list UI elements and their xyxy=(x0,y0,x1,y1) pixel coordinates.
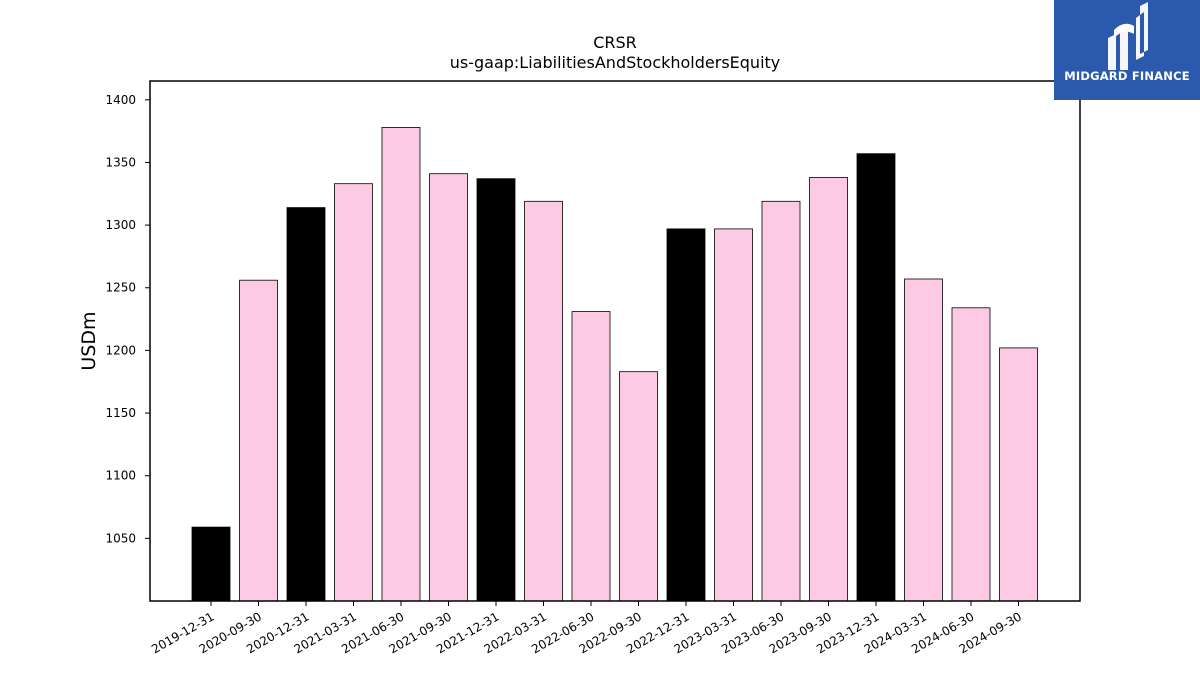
y-axis: 1050 1100 1150 1200 1250 1300 1350 1400 xyxy=(105,93,150,545)
bar xyxy=(239,279,278,602)
y-axis-label: USDm xyxy=(78,311,100,370)
bar xyxy=(856,153,896,602)
bar xyxy=(524,200,563,602)
bar xyxy=(334,183,373,602)
y-tick-label: 1350 xyxy=(105,155,136,169)
bar xyxy=(666,228,706,602)
bar xyxy=(619,371,658,602)
bar xyxy=(381,127,421,602)
bar xyxy=(809,177,848,602)
bars-group xyxy=(191,127,1038,602)
y-tick-label: 1200 xyxy=(105,343,136,357)
y-tick-label: 1250 xyxy=(105,281,136,295)
y-tick-label: 1300 xyxy=(105,218,136,232)
x-axis: 2019-12-312020-09-302020-12-312021-03-31… xyxy=(149,601,1024,656)
bar xyxy=(761,200,801,602)
bar xyxy=(286,207,326,602)
y-tick-label: 1400 xyxy=(105,93,136,107)
chart-subtitle: us-gaap:LiabilitiesAndStockholdersEquity xyxy=(450,53,781,72)
logo-text: MIDGARD FINANCE xyxy=(1064,69,1190,83)
bar xyxy=(904,278,943,602)
bar xyxy=(476,178,516,602)
y-tick-label: 1150 xyxy=(105,406,136,420)
bar xyxy=(571,311,611,602)
bar xyxy=(191,526,231,602)
bar xyxy=(429,173,468,602)
chart-title: CRSR xyxy=(593,33,637,52)
bar xyxy=(951,307,991,602)
y-tick-label: 1050 xyxy=(105,531,136,545)
midgard-logo-icon xyxy=(1108,2,1148,70)
plot-frame xyxy=(149,80,1081,602)
bar xyxy=(714,228,753,602)
brand-logo: MIDGARD FINANCE xyxy=(1054,0,1200,100)
bar xyxy=(999,347,1038,602)
y-tick-label: 1100 xyxy=(105,469,136,483)
